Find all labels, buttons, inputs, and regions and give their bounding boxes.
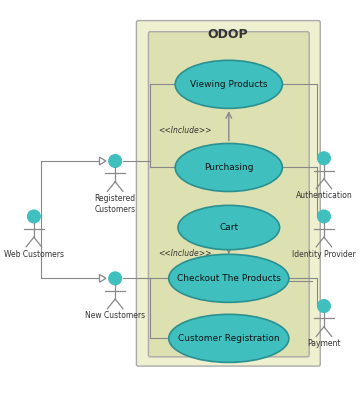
Ellipse shape	[169, 314, 289, 362]
Text: Checkout The Products: Checkout The Products	[177, 274, 281, 283]
Text: Payment: Payment	[307, 339, 341, 348]
FancyBboxPatch shape	[136, 21, 320, 366]
Text: <<Include>>: <<Include>>	[158, 249, 211, 258]
FancyBboxPatch shape	[148, 32, 309, 357]
Text: <<Include>>: <<Include>>	[158, 126, 211, 135]
Circle shape	[318, 299, 330, 312]
Text: Purchasing: Purchasing	[204, 163, 253, 172]
Text: Viewing Products: Viewing Products	[190, 80, 267, 89]
Text: New Customers: New Customers	[85, 312, 145, 320]
Text: Customer Registration: Customer Registration	[178, 334, 280, 343]
Circle shape	[109, 154, 122, 167]
Text: ODOP: ODOP	[208, 28, 248, 41]
Circle shape	[318, 210, 330, 223]
Text: Registered
Customers: Registered Customers	[95, 194, 136, 214]
Ellipse shape	[175, 60, 282, 108]
Ellipse shape	[175, 143, 282, 192]
Circle shape	[109, 272, 122, 285]
Ellipse shape	[169, 254, 289, 302]
Ellipse shape	[178, 205, 280, 250]
Text: Web Customers: Web Customers	[4, 250, 64, 259]
Circle shape	[27, 210, 40, 223]
Text: Identity Provider: Identity Provider	[292, 250, 356, 259]
Text: Cart: Cart	[219, 223, 238, 232]
Text: Authentication: Authentication	[296, 192, 352, 200]
Circle shape	[318, 152, 330, 165]
